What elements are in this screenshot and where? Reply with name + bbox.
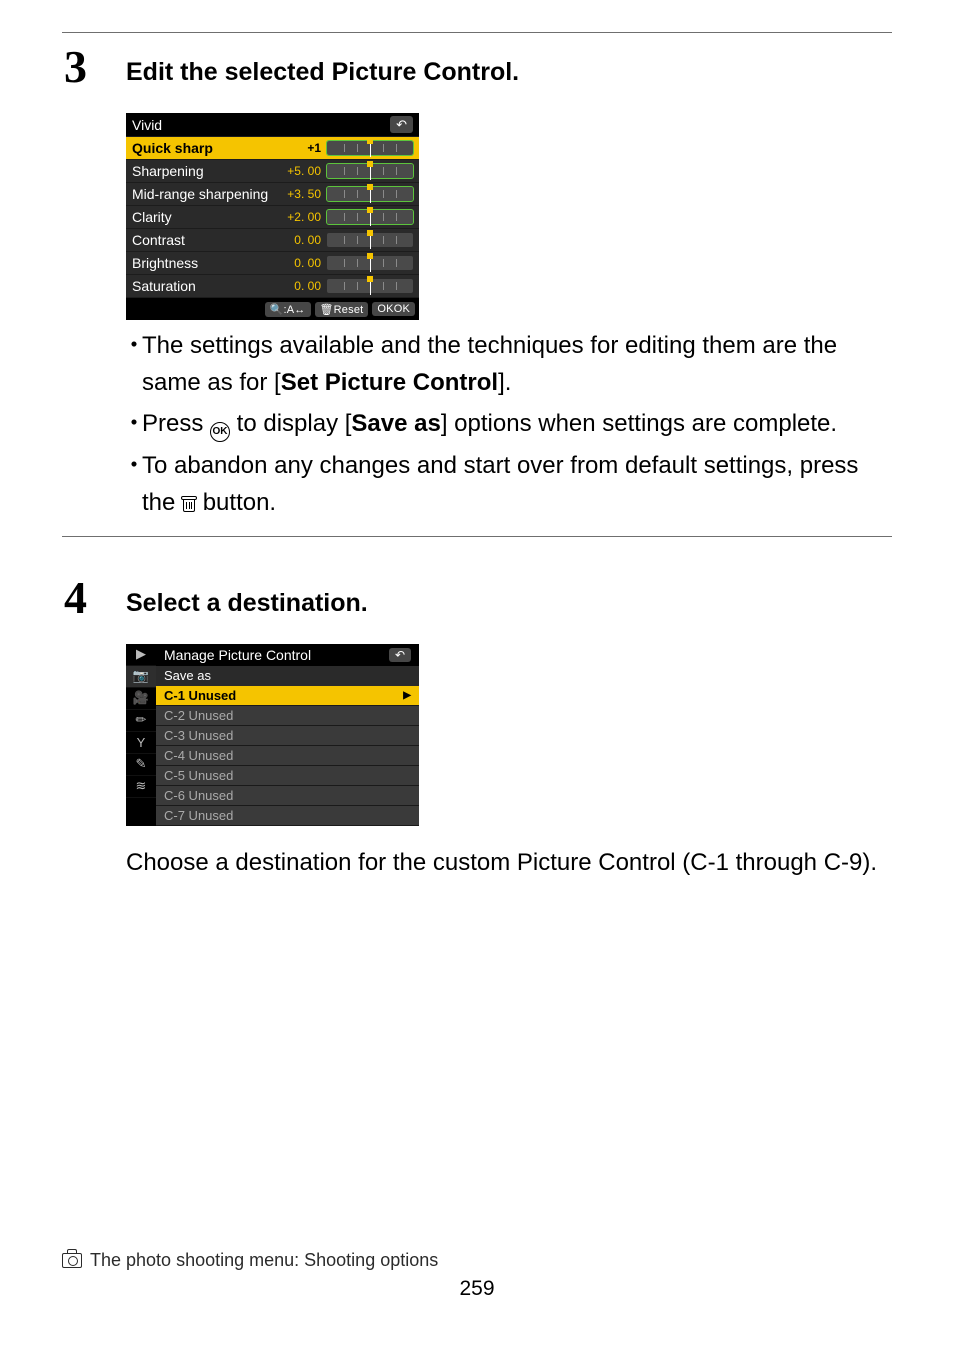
- save-as-menu: ▶📷🎥✏Y✎≋ Manage Picture Control ↶ Save as…: [126, 644, 419, 826]
- lcd-row: Contrast0. 00: [126, 229, 419, 252]
- step4-heading: Select a destination.: [62, 575, 892, 618]
- menu-item: C-2 Unused: [156, 706, 419, 726]
- menu-side-icon: ✎: [126, 754, 156, 776]
- page-number: 259: [62, 1277, 892, 1301]
- step3-bullet-3: To abandon any changes and start over fr…: [126, 447, 892, 521]
- ok-icon: OK: [210, 422, 230, 442]
- footer-section: The photo shooting menu: Shooting option…: [62, 1250, 892, 1271]
- menu-item: C-4 Unused: [156, 746, 419, 766]
- lcd-footer-ok: OKOK: [372, 302, 415, 316]
- menu-side-icon: ▶: [126, 644, 156, 666]
- picture-control-lcd: Vivid ↶ Quick sharp+1Sharpening+5. 00Mid…: [126, 113, 419, 307]
- menu-item: C-6 Unused: [156, 786, 419, 806]
- menu-side-icon: 📷: [126, 666, 156, 688]
- lcd-row: Mid-range sharpening+3. 50: [126, 183, 419, 206]
- rule-top: [62, 32, 892, 33]
- lcd-footer-reset: 🗑Reset: [315, 302, 369, 317]
- menu-item: C-1 Unused: [156, 686, 419, 706]
- menu-item: C-5 Unused: [156, 766, 419, 786]
- lcd-row: Clarity+2. 00: [126, 206, 419, 229]
- step3-bullet-1: The settings available and the technique…: [126, 327, 892, 401]
- menu-item: C-7 Unused: [156, 806, 419, 826]
- menu-item: C-3 Unused: [156, 726, 419, 746]
- menu-subtitle: Save as: [156, 666, 419, 686]
- step3-bullet-2: Press OK to display [Save as] options wh…: [126, 405, 892, 442]
- camera-icon: [62, 1253, 82, 1268]
- lcd-footer-zoom: 🔍:A↔: [265, 302, 311, 317]
- step4-number: 4: [64, 575, 87, 621]
- back-icon: ↶: [389, 648, 411, 662]
- step4-body: Choose a destination for the custom Pict…: [126, 844, 892, 881]
- step3-heading: Edit the selected Picture Control.: [62, 44, 892, 87]
- lcd-row: Saturation0. 00: [126, 275, 419, 298]
- menu-title: Manage Picture Control: [164, 647, 311, 663]
- menu-side-icon: 🎥: [126, 688, 156, 710]
- lcd-row: Quick sharp+1: [126, 137, 419, 160]
- menu-side-icon: ≋: [126, 776, 156, 798]
- rule-mid: [62, 536, 892, 537]
- menu-side-icon: ✏: [126, 710, 156, 732]
- lcd-row: Sharpening+5. 00: [126, 160, 419, 183]
- back-icon: ↶: [390, 116, 413, 133]
- lcd-row: Brightness0. 00: [126, 252, 419, 275]
- lcd-title: Vivid: [132, 117, 162, 133]
- menu-side-icon: Y: [126, 732, 156, 754]
- trash-icon: [182, 496, 196, 512]
- step3-number: 3: [64, 44, 87, 90]
